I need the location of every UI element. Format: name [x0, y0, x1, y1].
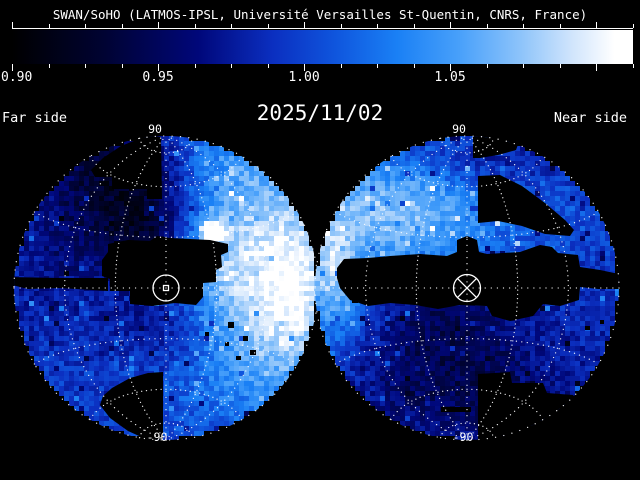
- colorbar-tick: [231, 24, 232, 28]
- colorbar-tick: [195, 64, 196, 68]
- colorbar-tick: [560, 64, 561, 68]
- colorbar-tick: [596, 22, 597, 28]
- colorbar-top-axis: [12, 28, 633, 29]
- colorbar-tick: [268, 64, 269, 68]
- farside-hemisphere: [13, 135, 319, 441]
- colorbar-tick: [450, 64, 451, 71]
- colorbar-tick: [450, 22, 451, 28]
- data-gap-speck: [600, 320, 604, 324]
- colorbar-tick-label: 0.90: [1, 70, 33, 85]
- data-gap-region: [478, 175, 574, 236]
- data-gap-speck: [352, 299, 358, 303]
- nearside-center-marker: [452, 273, 482, 303]
- farside-center-marker: [152, 274, 180, 302]
- data-gap-speck: [585, 326, 590, 330]
- colorbar-tick: [377, 24, 378, 28]
- colorbar-tick: [85, 24, 86, 28]
- data-gap-speck: [250, 350, 256, 355]
- colorbar-tick: [560, 24, 561, 28]
- colorbar-tick: [596, 64, 597, 71]
- colorbar-tick: [122, 64, 123, 68]
- data-gap-speck: [225, 342, 229, 346]
- colorbar-tick: [487, 24, 488, 28]
- colorbar-tick: [12, 64, 13, 71]
- farside-south-pole-label: -90: [147, 430, 168, 444]
- colorbar-tick: [195, 24, 196, 28]
- nearside-south-pole-label: -90: [453, 430, 474, 444]
- colorbar-tick: [12, 22, 13, 28]
- nearside-label: Near side: [553, 110, 627, 126]
- colorbar-tick: [523, 64, 524, 68]
- colorbar-tick: [414, 64, 415, 68]
- colorbar-tick: [304, 64, 305, 71]
- data-gap-region: [337, 236, 619, 321]
- colorbar-tick: [633, 64, 634, 68]
- nearside-data-texture: [315, 136, 619, 440]
- data-gap-region: [100, 372, 163, 440]
- data-gap-speck: [236, 356, 241, 360]
- colorbar-tick: [158, 22, 159, 28]
- colorbar-tick: [231, 64, 232, 68]
- map-title: SWAN/SoHO (LATMOS-IPSL, Université Versa…: [52, 7, 588, 22]
- colorbar-tick: [414, 24, 415, 28]
- colorbar-tick: [85, 64, 86, 68]
- colorbar-tick: [377, 64, 378, 68]
- farside-north-pole-label: 90: [148, 122, 162, 136]
- colorbar-tick: [341, 64, 342, 68]
- data-gap-region: [14, 277, 108, 291]
- farside-data-texture: [14, 136, 318, 440]
- farside-label: Far side: [2, 110, 68, 126]
- colorbar-tick-label: 0.95: [142, 70, 174, 85]
- colorbar-tick: [268, 24, 269, 28]
- graticule: [13, 135, 319, 441]
- data-gap-speck: [441, 407, 471, 412]
- colorbar-tick: [523, 24, 524, 28]
- data-gap-speck: [205, 332, 209, 336]
- colorbar-gradient: [12, 30, 633, 64]
- colorbar-tick: [49, 64, 50, 68]
- colorbar-tick-label: 1.05: [434, 70, 466, 85]
- nearside-north-pole-label: 90: [452, 122, 466, 136]
- colorbar-tick: [49, 24, 50, 28]
- colorbar-tick: [158, 64, 159, 71]
- colorbar-tick: [304, 22, 305, 28]
- data-gap-speck: [228, 322, 234, 328]
- data-gap-region: [91, 136, 162, 199]
- colorbar-tick: [633, 24, 634, 28]
- colorbar-tick: [122, 24, 123, 28]
- nearside-hemisphere: [314, 135, 620, 441]
- colorbar-tick: [487, 64, 488, 68]
- colorbar-tick: [341, 24, 342, 28]
- date-label: 2025/11/02: [256, 101, 384, 125]
- colorbar-tick-label: 1.00: [288, 70, 320, 85]
- data-gap-speck: [243, 336, 248, 341]
- graticule: [314, 135, 620, 441]
